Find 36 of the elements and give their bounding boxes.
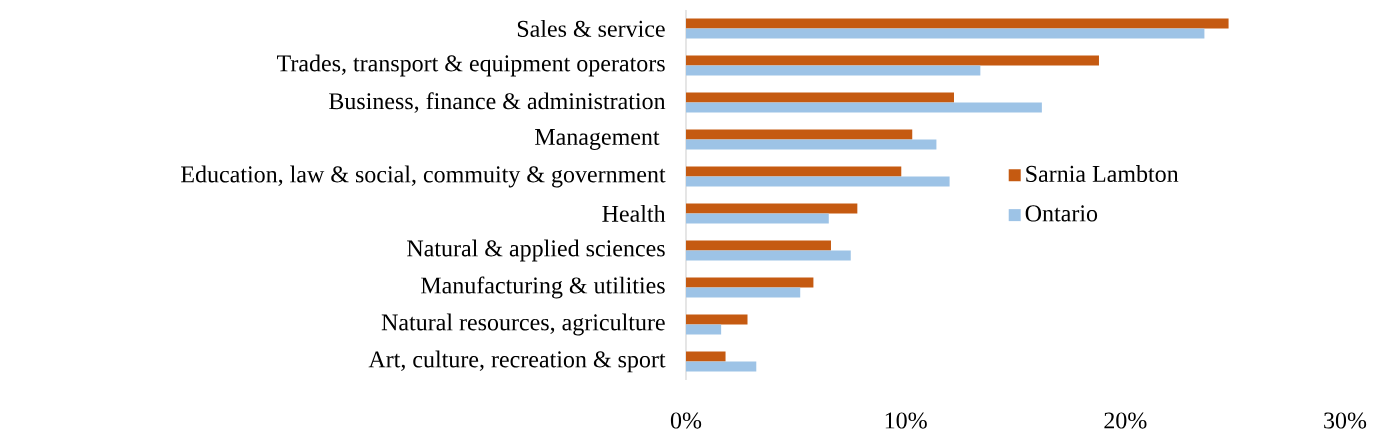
bar [686,176,950,187]
bar [686,166,902,177]
bar [686,65,981,76]
legend-label: Ontario [1025,205,1098,222]
bar [686,314,748,325]
y-tick-label: Natural resources, agriculture [381,313,665,336]
y-tick-label: Business, finance & administration [329,92,666,113]
x-tick-label: 30% [1324,412,1367,429]
bar [686,129,913,140]
bar [686,213,829,224]
bar [686,277,814,288]
y-tick-label: Natural & applied sciences [407,239,665,262]
y-tick-label: Manufacturing & utilities [421,276,665,299]
y-tick-label: Sales & service [517,20,665,37]
y-tick-label: Trades, transport & equipment operators [277,54,665,77]
bar [686,324,722,335]
y-tick-label: Art, culture, recreation & sport [368,350,666,373]
bar [686,250,851,261]
bar [686,203,858,214]
bar [686,55,1099,66]
x-tick-label: 0% [670,412,702,429]
bar [686,139,937,150]
bar [686,240,831,251]
bar [686,28,1205,39]
bar [686,18,1229,29]
bar [686,287,801,298]
legend-label: Sarnia Lambton [1026,165,1179,182]
y-tick-label: Education, law & social, commuity & government [181,165,666,188]
x-tick-label: 10% [885,412,927,429]
y-tick-label: Health [602,205,666,222]
x-tick-label: 20% [1104,412,1147,429]
y-tick-label: Management [535,129,660,150]
bar [686,92,954,103]
bar [686,102,1042,113]
bar [686,351,726,362]
bar [686,361,757,372]
